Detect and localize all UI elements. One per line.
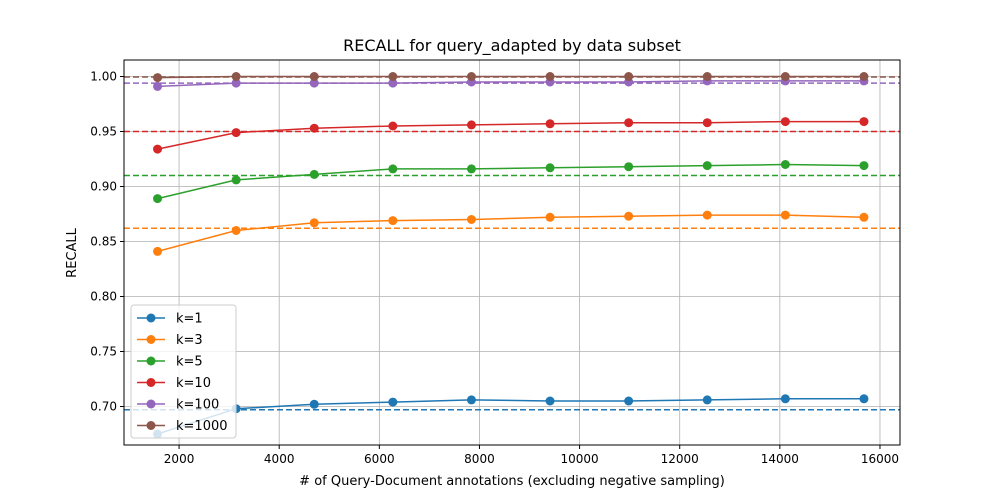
data-point bbox=[545, 212, 555, 222]
y-tick-label: 0.75 bbox=[90, 345, 117, 359]
legend-label: k=3 bbox=[176, 333, 203, 348]
data-point bbox=[624, 211, 634, 221]
data-point bbox=[466, 395, 476, 405]
y-tick-label: 0.70 bbox=[90, 400, 117, 414]
data-point bbox=[309, 218, 319, 228]
data-point bbox=[545, 119, 555, 129]
data-point bbox=[231, 128, 241, 138]
legend-label: k=5 bbox=[176, 355, 203, 370]
data-point bbox=[624, 396, 634, 406]
data-point bbox=[231, 226, 241, 235]
data-point bbox=[466, 164, 476, 174]
data-point bbox=[309, 78, 319, 88]
data-point bbox=[466, 120, 476, 130]
data-point bbox=[780, 117, 790, 127]
data-point bbox=[624, 72, 634, 81]
data-point bbox=[466, 72, 476, 81]
legend-label: k=1 bbox=[176, 312, 203, 327]
data-point bbox=[153, 144, 163, 154]
x-tick-label: 14000 bbox=[761, 452, 799, 466]
data-point bbox=[388, 72, 398, 81]
data-point bbox=[545, 72, 555, 81]
data-point bbox=[309, 169, 319, 179]
x-tick-label: 6000 bbox=[364, 452, 395, 466]
x-axis-label: # of Query-Document annotations (excludi… bbox=[299, 474, 725, 489]
y-axis-ticks: 0.70 0.75 0.80 0.85 0.90 0.95 1.00 bbox=[90, 70, 124, 414]
series-line bbox=[157, 120, 864, 150]
data-point bbox=[388, 164, 398, 174]
legend-marker bbox=[146, 421, 156, 430]
data-point bbox=[388, 397, 398, 407]
data-point bbox=[153, 73, 163, 83]
data-point bbox=[859, 72, 869, 81]
data-point bbox=[309, 399, 319, 409]
legend: k=1 k=3 k=5 k=10 k=100 k=1000 bbox=[130, 304, 237, 439]
series-line bbox=[157, 80, 864, 88]
data-point bbox=[780, 394, 790, 404]
data-point bbox=[859, 161, 869, 171]
x-axis-ticks: 2000 4000 6000 8000 10000 12000 14000 16000 bbox=[164, 445, 899, 466]
plot-frame bbox=[123, 59, 901, 446]
y-tick-label: 0.95 bbox=[90, 125, 117, 139]
data-point bbox=[309, 123, 319, 133]
data-point bbox=[702, 161, 712, 171]
data-point bbox=[780, 210, 790, 220]
data-point bbox=[153, 81, 163, 91]
legend-label: k=10 bbox=[176, 376, 211, 391]
x-tick-label: 12000 bbox=[661, 452, 699, 466]
data-point bbox=[780, 72, 790, 81]
x-tick-label: 8000 bbox=[464, 452, 495, 466]
data-point bbox=[231, 72, 241, 81]
data-point bbox=[859, 212, 869, 222]
legend-marker bbox=[146, 399, 156, 409]
y-tick-label: 1.00 bbox=[90, 70, 117, 84]
legend-marker bbox=[146, 378, 156, 387]
data-point bbox=[466, 215, 476, 224]
data-point bbox=[545, 396, 555, 406]
data-point bbox=[388, 121, 398, 131]
y-tick-label: 0.80 bbox=[90, 290, 117, 304]
x-tick-label: 2000 bbox=[164, 452, 195, 466]
x-tick-label: 4000 bbox=[264, 452, 295, 466]
data-point bbox=[702, 395, 712, 405]
legend-marker bbox=[146, 356, 156, 366]
data-point bbox=[545, 163, 555, 173]
data-point bbox=[624, 118, 634, 128]
data-point bbox=[859, 394, 869, 404]
data-point bbox=[153, 246, 163, 256]
data-point bbox=[702, 72, 712, 81]
data-point bbox=[388, 216, 398, 226]
chart-title: RECALL for query_adapted by data subset bbox=[343, 36, 681, 56]
series-line bbox=[157, 398, 864, 435]
legend-label: k=1000 bbox=[176, 419, 228, 434]
legend-label: k=100 bbox=[176, 398, 219, 413]
y-axis-label: RECALL bbox=[65, 227, 80, 277]
legend-marker bbox=[146, 335, 156, 344]
series-line bbox=[157, 214, 864, 253]
legend-marker bbox=[146, 313, 156, 323]
data-point bbox=[153, 194, 163, 204]
data-point bbox=[702, 118, 712, 128]
x-tick-label: 16000 bbox=[861, 452, 899, 466]
series-line bbox=[157, 163, 864, 200]
data-point bbox=[309, 72, 319, 81]
x-tick-label: 10000 bbox=[560, 452, 598, 466]
y-tick-label: 0.85 bbox=[90, 235, 117, 249]
data-point bbox=[780, 160, 790, 169]
data-point bbox=[859, 117, 869, 127]
series-line bbox=[157, 75, 864, 79]
data-point bbox=[231, 78, 241, 88]
data-point bbox=[231, 175, 241, 185]
data-point bbox=[624, 162, 634, 172]
data-point bbox=[388, 78, 398, 88]
y-tick-label: 0.90 bbox=[90, 180, 117, 194]
series bbox=[153, 72, 869, 439]
data-point bbox=[702, 210, 712, 220]
baselines bbox=[124, 76, 900, 411]
